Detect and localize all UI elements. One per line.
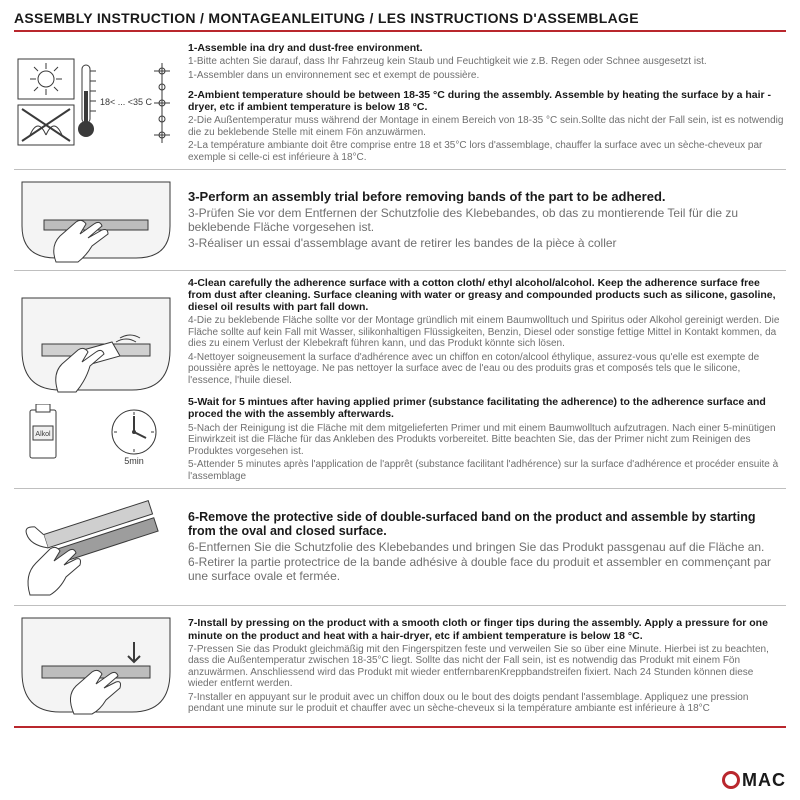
s1-en: 1-Assemble ina dry and dust-free environ… (188, 42, 784, 54)
s5-en: 5-Wait for 5 mintues after having applie… (188, 396, 784, 420)
steps-container: 18< ... <35 C 1-Assemble ina dry and dus… (14, 36, 786, 764)
s7-en: 7-Install by pressing on the product wit… (188, 617, 784, 641)
s7-de: 7-Pressen Sie das Produkt gleichmäßig mi… (188, 644, 784, 690)
temp-range-label: 18< ... <35 C (100, 97, 153, 107)
step-3: 3-Perform an assembly trial before remov… (14, 170, 786, 271)
illus-press-install (14, 610, 184, 722)
env-temp-icon: 18< ... <35 C (16, 57, 176, 149)
s6-fr: 6-Retirer la partie protectrice de la ba… (188, 556, 784, 584)
illus-trial-fit (14, 174, 184, 266)
clean-surface-icon (16, 292, 176, 400)
trial-fit-icon (16, 176, 176, 264)
s3-en: 3-Perform an assembly trial before remov… (188, 190, 784, 205)
s3-de: 3-Prüfen Sie vor dem Entfernen der Schut… (188, 207, 784, 235)
step-6: 6-Remove the protective side of double-s… (14, 489, 786, 606)
s1-fr: 1-Assembler dans un environnement sec et… (188, 70, 784, 82)
s7-fr: 7-Installer en appuyant sur le produit a… (188, 692, 784, 715)
assembly-instruction-sheet: ASSEMBLY INSTRUCTION / MONTAGEANLEITUNG … (0, 0, 800, 800)
s2-fr: 2-La température ambiante doit être comp… (188, 140, 784, 163)
s6-de: 6-Entfernen Sie die Schutzfolie des Kleb… (188, 541, 784, 555)
step-7: 7-Install by pressing on the product wit… (14, 606, 786, 728)
s6-en: 6-Remove the protective side of double-s… (188, 510, 784, 539)
timer-label: 5min (124, 456, 144, 466)
step-1-2: 18< ... <35 C 1-Assemble ina dry and dus… (14, 36, 786, 170)
logo-text: MAC (742, 770, 786, 791)
primer-timer-icon: Alkol 5min (16, 404, 176, 468)
s2-de: 2-Die Außentemperatur muss während der M… (188, 115, 784, 138)
s4-de: 4-Die zu beklebende Fläche sollte vor de… (188, 315, 784, 350)
brand-logo: MAC (722, 770, 786, 791)
s2-en: 2-Ambient temperature should be between … (188, 89, 784, 113)
s4-en: 4-Clean carefully the adherence surface … (188, 277, 784, 313)
press-install-icon (16, 612, 176, 720)
s3-fr: 3-Réaliser un essai d'assemblage avant d… (188, 237, 784, 251)
s5-fr: 5-Attender 5 minutes après l'application… (188, 459, 784, 482)
logo-ring-icon (722, 771, 740, 789)
step-3-text: 3-Perform an assembly trial before remov… (184, 174, 786, 266)
s4-fr: 4-Nettoyer soigneusement la surface d'ad… (188, 352, 784, 387)
s5-de: 5-Nach der Reinigung ist die Fläche mit … (188, 423, 784, 458)
illus-clean-primer: Alkol 5min (14, 275, 184, 484)
step-1-2-text: 1-Assemble ina dry and dust-free environ… (184, 40, 786, 165)
step-4-5-text: 4-Clean carefully the adherence surface … (184, 275, 786, 484)
step-7-text: 7-Install by pressing on the product wit… (184, 610, 786, 722)
s1-de: 1-Bitte achten Sie darauf, dass Ihr Fahr… (188, 56, 784, 68)
bottle-label: Alkol (35, 431, 51, 438)
step-6-text: 6-Remove the protective side of double-s… (184, 493, 786, 601)
logo-row: MAC (14, 764, 786, 794)
step-4-5: Alkol 5min 4-Clean carefully the adheren… (14, 271, 786, 489)
page-title: ASSEMBLY INSTRUCTION / MONTAGEANLEITUNG … (14, 10, 786, 32)
illus-remove-tape (14, 493, 184, 601)
illus-environment-temp: 18< ... <35 C (14, 40, 184, 165)
remove-tape-icon (16, 495, 176, 599)
